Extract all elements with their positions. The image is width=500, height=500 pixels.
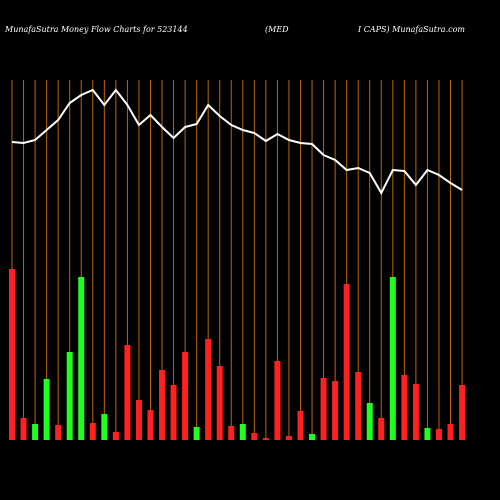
bar <box>193 427 200 440</box>
bar <box>89 423 96 440</box>
bar <box>135 400 142 440</box>
bar <box>9 269 15 440</box>
bar <box>262 438 269 440</box>
bar <box>182 352 189 440</box>
bar <box>389 277 396 440</box>
chart-title: MunafaSutra Money Flow Charts for 523144 <box>4 25 188 34</box>
bar <box>55 425 62 440</box>
bar <box>459 385 466 440</box>
bar <box>205 339 212 440</box>
bar <box>332 381 339 440</box>
bar <box>101 414 108 440</box>
bar <box>412 384 419 440</box>
line <box>11 88 463 196</box>
bar <box>20 418 27 440</box>
bar <box>251 433 258 440</box>
bar <box>378 418 385 440</box>
chart-title-right: I CAPS) MunafaSutra.com <box>357 25 465 34</box>
bar <box>228 426 235 440</box>
bar <box>355 372 362 440</box>
bar <box>424 428 431 440</box>
bar <box>159 370 166 440</box>
bar <box>366 403 373 440</box>
bar <box>447 424 454 440</box>
bar <box>274 361 281 440</box>
bar <box>170 385 177 440</box>
bar <box>66 352 73 440</box>
bar <box>78 277 85 440</box>
bar <box>297 411 304 440</box>
bar <box>112 432 119 440</box>
bar <box>285 436 292 440</box>
bar <box>401 375 408 440</box>
bar <box>43 379 50 440</box>
chart-title-middle: (MED <box>265 25 289 34</box>
bar <box>124 345 131 440</box>
bar <box>309 434 316 440</box>
bar <box>147 410 154 440</box>
bar <box>343 284 350 440</box>
bar <box>216 366 223 440</box>
bar <box>32 424 39 440</box>
bar <box>239 424 246 440</box>
bar <box>320 378 327 440</box>
bar <box>435 429 442 440</box>
